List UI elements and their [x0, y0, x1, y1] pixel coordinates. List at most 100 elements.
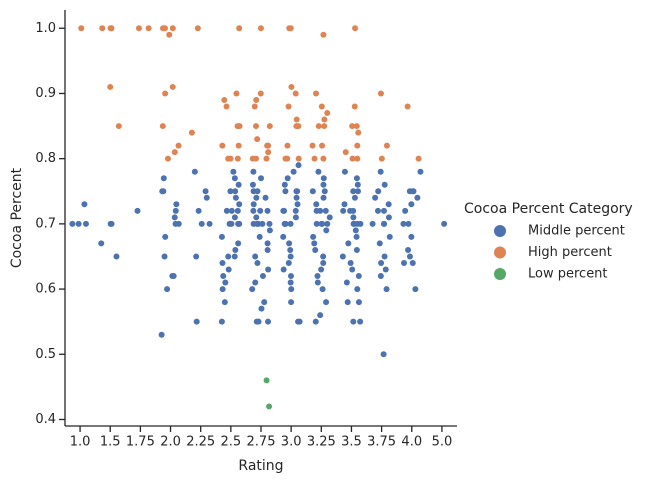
legend-label: High percent	[528, 245, 612, 260]
point	[314, 279, 321, 286]
point	[381, 181, 388, 188]
point	[310, 233, 317, 240]
point	[254, 136, 261, 143]
point	[264, 207, 271, 214]
point	[317, 312, 324, 319]
point	[287, 253, 294, 260]
x-tick-label: 2.25	[186, 435, 215, 450]
y-tick-label: 1.0	[35, 21, 56, 36]
point	[292, 90, 299, 97]
point	[164, 286, 171, 293]
point	[385, 201, 392, 208]
point	[166, 31, 173, 38]
point	[293, 194, 300, 201]
point	[295, 123, 302, 130]
point	[415, 155, 422, 162]
point	[113, 253, 120, 260]
point	[75, 220, 82, 227]
point	[232, 194, 239, 201]
point	[219, 142, 226, 149]
point	[294, 201, 301, 208]
point	[383, 142, 390, 149]
point	[288, 299, 295, 306]
point	[343, 279, 350, 286]
point	[220, 273, 227, 280]
point	[266, 123, 273, 130]
point	[69, 220, 76, 227]
point	[108, 220, 115, 227]
x-tick-label: 1.0	[70, 435, 91, 450]
point	[349, 155, 356, 162]
point	[350, 214, 357, 221]
y-tick-label: 0.8	[35, 151, 56, 166]
point	[249, 286, 256, 293]
point	[354, 155, 361, 162]
point	[323, 299, 330, 306]
point	[376, 240, 383, 247]
legend-label: Low percent	[528, 267, 608, 282]
point	[234, 155, 241, 162]
point	[386, 233, 393, 240]
point	[223, 103, 230, 110]
point	[252, 253, 259, 260]
point	[385, 214, 392, 221]
point	[280, 266, 287, 273]
y-tick-label: 0.9	[35, 86, 56, 101]
point	[408, 233, 415, 240]
point	[235, 240, 242, 247]
point	[172, 207, 179, 214]
x-tick-label: 2.0	[160, 435, 181, 450]
point	[409, 259, 416, 266]
point	[315, 123, 322, 130]
point	[286, 240, 293, 247]
point	[284, 142, 291, 149]
point	[287, 246, 294, 253]
point	[350, 188, 357, 195]
point	[295, 155, 302, 162]
point	[266, 227, 273, 234]
point	[405, 246, 412, 253]
point	[353, 246, 360, 253]
point	[354, 142, 361, 149]
point	[357, 318, 364, 325]
point	[350, 318, 357, 325]
y-axis-label: Cocoa Percent	[9, 167, 25, 268]
point	[287, 279, 294, 286]
x-tick-label: 1.5	[100, 435, 121, 450]
point	[191, 168, 198, 175]
point	[355, 129, 362, 136]
point	[221, 96, 228, 103]
point	[355, 273, 362, 280]
point	[309, 188, 316, 195]
point	[162, 233, 169, 240]
point	[258, 175, 265, 182]
point	[231, 175, 238, 182]
point	[409, 188, 416, 195]
point	[342, 149, 349, 156]
point	[231, 214, 238, 221]
point	[400, 220, 407, 227]
point	[408, 201, 415, 208]
legend-title: Cocoa Percent Category	[464, 201, 633, 217]
point	[313, 201, 320, 208]
point	[372, 194, 379, 201]
point	[161, 25, 168, 32]
point	[219, 286, 226, 293]
point	[282, 155, 289, 162]
point	[145, 25, 152, 32]
point	[159, 123, 166, 130]
point	[258, 305, 265, 312]
point	[320, 194, 327, 201]
point	[309, 142, 316, 149]
point	[265, 266, 272, 273]
point	[414, 194, 421, 201]
point	[231, 253, 238, 260]
point	[377, 168, 384, 175]
point	[280, 233, 287, 240]
point	[250, 188, 257, 195]
legend-marker	[494, 225, 506, 237]
point	[293, 188, 300, 195]
point	[320, 259, 327, 266]
point	[311, 240, 318, 247]
x-tick-label: 3.0	[281, 435, 302, 450]
